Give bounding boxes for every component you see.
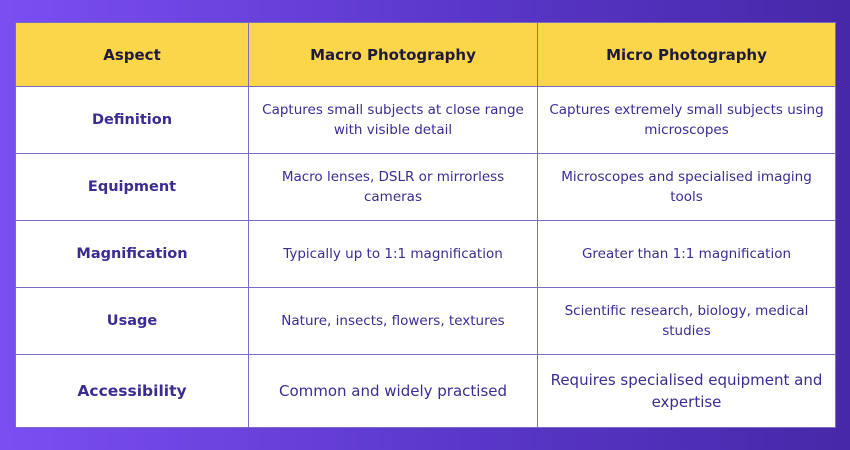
table-cell: Captures small subjects at close range w…	[248, 86, 538, 154]
table-cell: Microscopes and specialised imaging tool…	[537, 153, 836, 221]
header-cell: Macro Photography	[248, 22, 538, 87]
comparison-table: Aspect Macro Photography Micro Photography…	[15, 22, 836, 428]
table-cell: Captures extremely small subjects using …	[537, 86, 836, 154]
table-row: Usage Nature, insects, flowers, textures S…	[15, 287, 836, 355]
row-label: Equipment	[15, 153, 249, 221]
table-cell: Common and widely practised	[248, 354, 538, 428]
row-label: Definition	[15, 86, 249, 154]
table-cell: Macro lenses, DSLR or mirrorless cameras	[248, 153, 538, 221]
row-label: Magnification	[15, 220, 249, 288]
row-label: Usage	[15, 287, 249, 355]
header-cell: Micro Photography	[537, 22, 836, 87]
table-cell: Requires specialised equipment and exper…	[537, 354, 836, 428]
table-header: Aspect Macro Photography Micro Photography	[15, 22, 836, 87]
row-label: Accessibility	[15, 354, 249, 428]
table-row: Definition Captures small subjects at clo…	[15, 86, 836, 154]
table-row: Magnification Typically up to 1:1 magnifi…	[15, 220, 836, 288]
table-cell: Scientific research, biology, medical st…	[537, 287, 836, 355]
table-cell: Greater than 1:1 magnification	[537, 220, 836, 288]
header-row: Aspect Macro Photography Micro Photography	[15, 22, 836, 87]
table-row: Accessibility Common and widely practised…	[15, 354, 836, 428]
table-body: Definition Captures small subjects at clo…	[15, 86, 836, 428]
table-cell: Nature, insects, flowers, textures	[248, 287, 538, 355]
header-cell: Aspect	[15, 22, 249, 87]
table-cell: Typically up to 1:1 magnification	[248, 220, 538, 288]
table-row: Equipment Macro lenses, DSLR or mirrorles…	[15, 153, 836, 221]
